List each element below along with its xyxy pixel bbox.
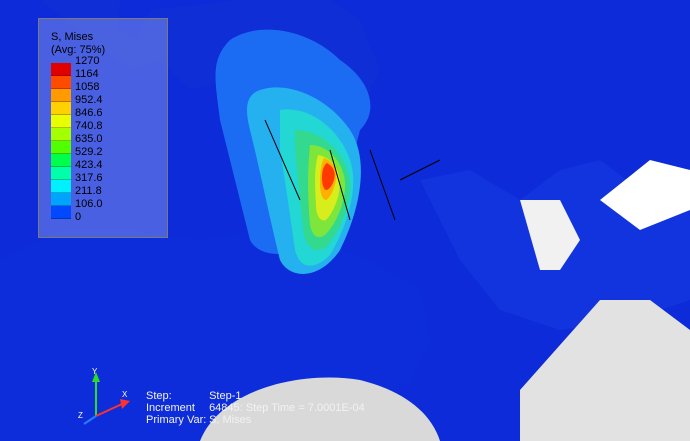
legend-swatch <box>51 141 71 154</box>
stress-legend: S, Mises (Avg: 75%) 1270 1164 1058 952.4 846… <box>38 18 168 238</box>
axis-triad-icon: Y X Z <box>78 368 138 428</box>
legend-swatch <box>51 128 71 141</box>
status-info: Step: Step-1 Increment 64845: Step Time … <box>146 390 506 441</box>
triad-z-label: Z <box>78 411 83 420</box>
status-step-line: Step: Step-1 <box>146 390 506 402</box>
legend-value: 1164 <box>75 68 99 80</box>
legend-swatch <box>51 115 71 128</box>
gap-highlight-2 <box>520 200 580 270</box>
legend-value: 317.6 <box>75 172 103 184</box>
shaft-hub <box>200 377 440 441</box>
legend-swatch <box>51 102 71 115</box>
status-var-label: Primary Var: <box>146 414 207 426</box>
status-var-value: S, Mises <box>209 414 252 426</box>
legend-swatch <box>51 154 71 167</box>
triad-graphic <box>83 372 130 425</box>
fringe-red <box>322 163 335 190</box>
status-increment-line: Increment 64845: Step Time = 7.0001E-04 <box>146 402 506 414</box>
upper-gear <box>40 0 380 110</box>
legend-swatch <box>51 167 71 180</box>
status-increment-label: Increment <box>146 402 195 414</box>
support-plate <box>520 300 690 441</box>
legend-value: 0 <box>75 211 82 223</box>
legend-swatch <box>51 63 71 76</box>
gap-highlight-1 <box>600 160 690 230</box>
legend-value: 423.4 <box>75 159 103 171</box>
legend-value: 846.6 <box>75 107 103 119</box>
legend-value: 1058 <box>75 81 100 93</box>
legend-swatch <box>51 76 71 89</box>
status-var-line: Primary Var: S, Mises <box>146 414 506 426</box>
triad-x-label: X <box>122 390 128 399</box>
legend-value: 740.8 <box>75 120 103 132</box>
triad-y-label: Y <box>92 367 98 376</box>
legend-subtitle: (Avg: 75%) <box>51 44 106 56</box>
status-step-label: Step: <box>146 390 172 402</box>
status-step-value: Step-1 <box>209 390 242 402</box>
legend-swatch <box>51 180 71 193</box>
legend-value: 529.2 <box>75 146 103 158</box>
legend-value: 1270 <box>75 55 100 67</box>
legend-value: 106.0 <box>75 198 103 210</box>
legend-value: 211.8 <box>75 185 102 197</box>
legend-values: 1270 1164 1058 952.4 846.6 740.8 635.0 529.2 423… <box>75 55 155 224</box>
legend-value: 952.4 <box>75 94 103 106</box>
legend-swatches <box>51 63 71 219</box>
legend-value: 635.0 <box>75 133 103 145</box>
legend-swatch <box>51 89 71 102</box>
legend-title: S, Mises <box>51 31 94 43</box>
legend-swatch <box>51 206 71 219</box>
legend-swatch <box>51 193 71 206</box>
status-increment-value: 64845: Step Time = 7.0001E-04 <box>209 402 365 414</box>
tooth-outline <box>264 119 441 221</box>
